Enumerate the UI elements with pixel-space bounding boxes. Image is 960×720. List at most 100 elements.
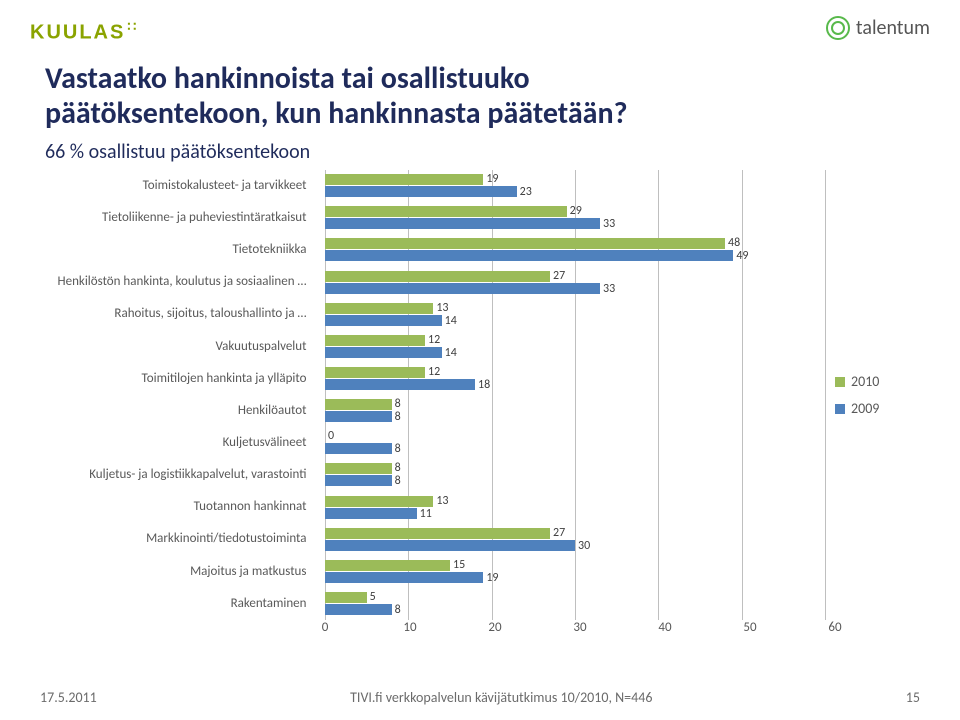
chart-legend: 2010 2009 — [825, 170, 915, 620]
chart-x-axis: 0102030405060 — [325, 620, 835, 640]
slide: KUULAS∷ talentum Vastaatko hankinnoista … — [0, 0, 960, 720]
x-tick-label: 50 — [743, 620, 756, 635]
grid-line — [825, 170, 826, 620]
bar — [325, 475, 392, 486]
category-label: Henkilöstön hankinta, koulutus ja sosiaa… — [58, 266, 307, 298]
value-label: 33 — [603, 217, 615, 231]
value-label: 19 — [486, 172, 498, 186]
bar — [325, 496, 433, 507]
bar-group: 1519 — [325, 558, 825, 586]
bar-group: 1218 — [325, 365, 825, 393]
page-title: Vastaatko hankinnoista tai osallistuuko … — [45, 62, 915, 131]
bar — [325, 604, 392, 615]
value-label: 8 — [395, 461, 401, 475]
footer-page: 15 — [906, 689, 920, 706]
x-tick-label: 0 — [322, 620, 329, 635]
legend-item: 2010 — [835, 373, 915, 390]
bar-group: 4849 — [325, 236, 825, 264]
value-label: 11 — [420, 507, 432, 521]
bar — [325, 560, 450, 571]
bar — [325, 399, 392, 410]
bar — [325, 540, 575, 551]
bar — [325, 528, 550, 539]
value-label: 13 — [436, 301, 448, 315]
value-label: 23 — [520, 185, 532, 199]
value-label: 14 — [445, 346, 457, 360]
bar-group: 27 30 — [325, 526, 825, 554]
category-label: Rahoitus, sijoitus, taloushallinto ja … — [58, 299, 307, 331]
value-label: 33 — [603, 282, 615, 296]
legend-label-2010: 2010 — [851, 373, 879, 390]
swirl-icon — [826, 16, 850, 40]
value-label: 8 — [395, 397, 401, 411]
value-label: 48 — [728, 236, 740, 250]
bar — [325, 572, 483, 583]
bar-group: 58 — [325, 590, 825, 618]
x-tick-label: 30 — [573, 620, 586, 635]
value-label: 12 — [428, 333, 440, 347]
bar-group: 1311 — [325, 494, 825, 522]
footer: 17.5.2011 TIVI.fi verkkopalvelun kävijät… — [0, 689, 960, 706]
bar — [325, 411, 392, 422]
x-tick-label: 40 — [658, 620, 671, 635]
value-label: 8 — [395, 442, 401, 456]
bar — [325, 347, 442, 358]
category-label: Rakentaminen — [58, 588, 307, 620]
bar-group: 29 33 — [325, 204, 825, 232]
chart-plot: 1923293348492733131412141218880888131127… — [325, 170, 825, 620]
category-label: Tietoliikenne- ja puheviestintäratkaisut — [58, 202, 307, 234]
legend-item: 2009 — [835, 400, 915, 417]
bar-group: 08 — [325, 429, 825, 457]
bar-group: 27 33 — [325, 269, 825, 297]
value-label: 8 — [395, 474, 401, 488]
bar — [325, 283, 600, 294]
bar — [325, 303, 433, 314]
x-tick-label: 10 — [403, 620, 416, 635]
value-label: 30 — [578, 539, 590, 553]
category-label: Tuotannon hankinnat — [58, 491, 307, 523]
bar — [325, 206, 567, 217]
legend-swatch-2010 — [835, 377, 845, 387]
value-label: 8 — [395, 603, 401, 617]
value-label: 15 — [453, 558, 465, 572]
value-label: 29 — [570, 204, 582, 218]
bar — [325, 367, 425, 378]
bar-group: 88 — [325, 397, 825, 425]
category-label: Markkinointi/tiedotustoiminta — [58, 524, 307, 556]
chart-y-labels: Toimistokalusteet- ja tarvikkeetTietolii… — [45, 170, 325, 620]
category-label: Vakuutuspalvelut — [58, 331, 307, 363]
bar-group: 1923 — [325, 172, 825, 200]
brand-left-dots: ∷ — [127, 18, 136, 34]
category-label: Toimistokalusteet- ja tarvikkeet — [58, 170, 307, 202]
bar — [325, 335, 425, 346]
bar — [325, 174, 483, 185]
bar-group: 88 — [325, 461, 825, 489]
value-label: 8 — [395, 410, 401, 424]
brand-right-text: talentum — [856, 16, 930, 40]
value-label: 5 — [370, 590, 376, 604]
title-line-1: Vastaatko hankinnoista tai osallistuuko — [45, 60, 530, 97]
chart-plot-row: Toimistokalusteet- ja tarvikkeetTietolii… — [45, 170, 915, 620]
bar — [325, 218, 600, 229]
title-line-2: päätöksentekoon, kun hankinnasta päätetä… — [45, 95, 628, 132]
bar — [325, 463, 392, 474]
value-label: 14 — [445, 314, 457, 328]
bar — [325, 186, 517, 197]
value-label: 27 — [553, 526, 565, 540]
brand-left-text: KUULAS — [30, 22, 125, 44]
value-label: 27 — [553, 269, 565, 283]
category-label: Kuljetusvälineet — [58, 427, 307, 459]
value-label: 19 — [486, 571, 498, 585]
bar — [325, 379, 475, 390]
footer-date: 17.5.2011 — [40, 689, 97, 706]
value-label: 18 — [478, 378, 490, 392]
category-label: Henkilöautot — [58, 395, 307, 427]
category-label: Tietotekniikka — [58, 234, 307, 266]
x-tick-label: 20 — [488, 620, 501, 635]
bar-group: 12 14 — [325, 333, 825, 361]
bar — [325, 250, 733, 261]
value-label: 0 — [328, 429, 334, 443]
bar — [325, 592, 367, 603]
brand-right-logo: talentum — [826, 16, 930, 40]
category-label: Toimitilojen hankinta ja ylläpito — [58, 363, 307, 395]
